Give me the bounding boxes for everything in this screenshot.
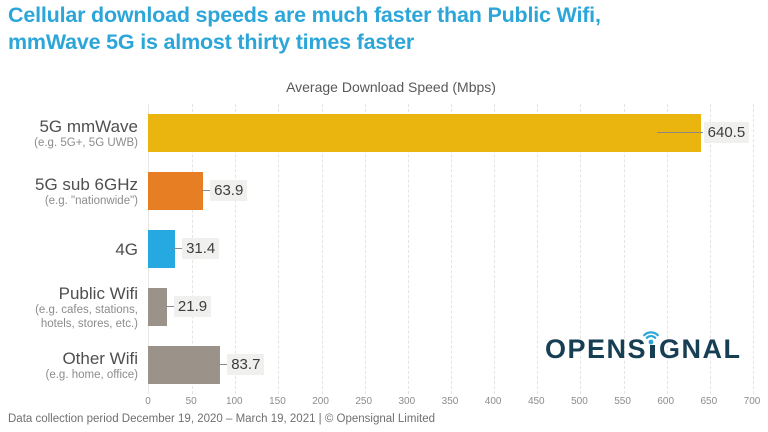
category-name: Public Wifi bbox=[58, 284, 138, 303]
gridline bbox=[451, 104, 452, 394]
category-sublabel: (e.g. home, office) bbox=[45, 368, 138, 381]
x-tick-label: 400 bbox=[484, 396, 502, 407]
gridline bbox=[709, 104, 711, 394]
x-tick-label: 700 bbox=[743, 396, 761, 407]
wifi-signal-icon bbox=[643, 330, 659, 358]
bar bbox=[148, 230, 176, 268]
gridline bbox=[753, 104, 754, 394]
category-sublabel: (e.g. cafes, stations, hotels, stores, e… bbox=[35, 304, 138, 330]
category-label: Other Wifi (e.g. home, office) bbox=[0, 336, 148, 394]
x-tick-label: 650 bbox=[700, 396, 718, 407]
category-name: 5G sub 6GHz bbox=[35, 174, 138, 194]
bar bbox=[148, 346, 221, 384]
bar-cell: 63.9 bbox=[148, 162, 752, 220]
x-tick-label: 100 bbox=[225, 396, 243, 407]
x-tick-label: 200 bbox=[312, 396, 329, 407]
bar-cell: 21.9 bbox=[148, 278, 752, 336]
wifi-arcs bbox=[643, 330, 659, 344]
x-tick-label: 350 bbox=[441, 396, 459, 407]
gridline bbox=[321, 104, 323, 394]
bar-cell: 31.4 bbox=[148, 220, 752, 278]
chart-row: 5G mmWave (e.g. 5G+, 5G UWB) 640.5 bbox=[0, 104, 752, 162]
gridline bbox=[537, 104, 539, 394]
footer-note: Data collection period December 19, 2020… bbox=[8, 413, 435, 425]
x-tick-label: 150 bbox=[269, 396, 286, 407]
category-label: 5G sub 6GHz (e.g. "nationwide") bbox=[0, 162, 148, 220]
value-label: 640.5 bbox=[703, 122, 750, 143]
chart-row: 5G sub 6GHz (e.g. "nationwide") 63.9 bbox=[0, 162, 752, 220]
chart-row: Public Wifi (e.g. cafes, stations, hotels… bbox=[0, 278, 752, 336]
value-label: 63.9 bbox=[210, 180, 248, 201]
value-label: 31.4 bbox=[182, 238, 220, 259]
bar bbox=[148, 288, 167, 326]
category-label: 4G bbox=[0, 220, 148, 278]
x-tick-label: 300 bbox=[398, 396, 416, 407]
page-title: Cellular download speeds are much faster… bbox=[8, 2, 768, 55]
logo-text-right: GNAL bbox=[659, 334, 742, 364]
plot-area bbox=[148, 104, 754, 394]
x-tick-label: 450 bbox=[527, 396, 545, 407]
page-title-line2: mmWave 5G is almost thirty times faster bbox=[8, 29, 415, 54]
x-tick-label: 600 bbox=[657, 396, 675, 407]
x-tick-label: 250 bbox=[355, 396, 373, 407]
chart-row: Other Wifi (e.g. home, office) 83.7 bbox=[0, 336, 752, 394]
gridline bbox=[580, 104, 582, 394]
value-leader-line bbox=[656, 132, 703, 133]
logo-i-stem bbox=[650, 345, 656, 358]
opensignal-logo: OPENS GNAL bbox=[545, 330, 742, 364]
x-tick-label: 500 bbox=[571, 396, 588, 407]
gridline bbox=[407, 104, 409, 394]
value-leader-line bbox=[219, 364, 228, 365]
gridline bbox=[278, 104, 280, 394]
bar bbox=[148, 172, 204, 210]
logo-text-left: OPENS bbox=[545, 334, 648, 364]
x-axis: 0 50 100 150 200 250 300 350 400 450 500 550 600 650 7… bbox=[145, 396, 760, 410]
bar-cell: 83.7 bbox=[148, 336, 752, 394]
category-sublabel: (e.g. 5G+, 5G UWB) bbox=[34, 136, 138, 149]
gridline bbox=[364, 104, 366, 394]
x-tick-label: 0 bbox=[145, 396, 151, 407]
x-tick-label: 50 bbox=[185, 396, 197, 407]
chart-rows: 5G mmWave (e.g. 5G+, 5G UWB) 640.5 5G sub 6… bbox=[0, 104, 752, 394]
value-leader-line bbox=[165, 306, 174, 307]
category-sublabel: (e.g. "nationwide") bbox=[44, 194, 138, 207]
bar bbox=[148, 114, 701, 152]
chart-title: Average Download Speed (Mbps) bbox=[286, 79, 496, 95]
page-title-line1: Cellular download speeds are much faster… bbox=[8, 3, 601, 27]
category-name: 4G bbox=[115, 239, 138, 259]
chart-row: 4G 31.4 bbox=[0, 220, 752, 278]
value-label: 21.9 bbox=[173, 296, 212, 317]
gridline bbox=[666, 104, 668, 394]
category-label: Public Wifi (e.g. cafes, stations, hotels… bbox=[0, 278, 148, 336]
gridline bbox=[494, 104, 496, 394]
value-leader-line bbox=[174, 248, 183, 249]
bar-chart: 5G mmWave (e.g. 5G+, 5G UWB) 640.5 5G sub 6… bbox=[0, 104, 768, 416]
gridline bbox=[235, 104, 237, 394]
bar-cell: 640.5 bbox=[148, 104, 752, 162]
x-tick-label: 550 bbox=[614, 396, 631, 407]
category-name: Other Wifi bbox=[62, 348, 138, 368]
value-leader-line bbox=[202, 190, 211, 191]
value-label: 83.7 bbox=[227, 354, 265, 375]
gridline bbox=[623, 104, 625, 394]
category-label: 5G mmWave (e.g. 5G+, 5G UWB) bbox=[0, 104, 148, 162]
category-name: 5G mmWave bbox=[39, 116, 138, 136]
